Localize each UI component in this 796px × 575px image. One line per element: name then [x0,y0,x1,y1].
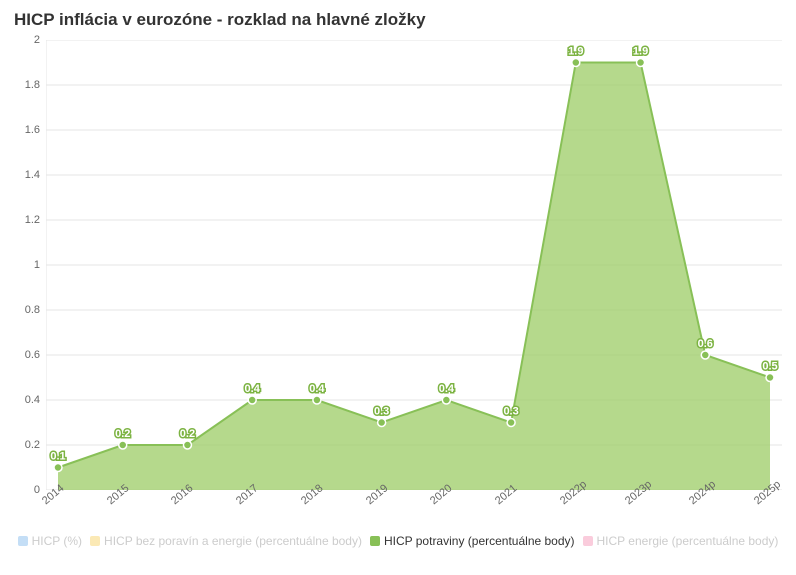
svg-text:0.3: 0.3 [503,406,518,418]
chart-title: HICP inflácia v eurozóne - rozklad na hl… [0,0,796,30]
y-tick-label: 0.6 [10,349,40,361]
legend-swatch [583,536,593,546]
legend-swatch [90,536,100,546]
y-tick-label: 1.8 [10,79,40,91]
x-axis-labels: 201420152016201720182019202020212022p202… [46,492,782,522]
svg-text:0.3: 0.3 [374,406,389,418]
y-tick-label: 0.2 [10,439,40,451]
legend-label: HICP (%) [32,534,82,548]
chart-legend: HICP (%) HICP bez poravín a energie (perc… [0,532,796,550]
chart-container: HICP inflácia v eurozóne - rozklad na hl… [0,0,796,575]
svg-text:0.4: 0.4 [309,383,325,395]
svg-text:0.4: 0.4 [439,383,455,395]
svg-text:0.4: 0.4 [245,383,261,395]
legend-item[interactable]: HICP potraviny (percentuálne body) [370,532,575,550]
legend-item[interactable]: HICP (%) [18,532,82,550]
svg-text:0.6: 0.6 [698,338,713,350]
svg-text:0.1: 0.1 [50,451,65,463]
legend-item[interactable]: HICP energie (percentuálne body) [583,532,779,550]
legend-item[interactable]: HICP bez poravín a energie (percentuálne… [90,532,362,550]
svg-text:0.2: 0.2 [115,428,130,440]
y-tick-label: 0.8 [10,304,40,316]
svg-text:1.9: 1.9 [568,46,583,58]
y-tick-label: 1.6 [10,124,40,136]
legend-swatch [18,536,28,546]
y-tick-label: 0.4 [10,394,40,406]
svg-text:0.5: 0.5 [762,361,777,373]
y-tick-label: 0 [10,484,40,496]
x-tick-label: 2014 [40,482,66,507]
y-tick-label: 2 [10,34,40,46]
legend-label: HICP energie (percentuálne body) [597,534,779,548]
svg-text:0.2: 0.2 [180,428,195,440]
svg-text:1.9: 1.9 [633,46,648,58]
legend-swatch [370,536,380,546]
y-tick-label: 1 [10,259,40,271]
y-tick-label: 1.2 [10,214,40,226]
area-chart-svg: 0.1 0.2 0.2 0.4 0.4 0.3 0.4 0.3 1.9 1.9 0.6 0.5 [46,40,782,490]
legend-label: HICP bez poravín a energie (percentuálne… [104,534,362,548]
y-tick-label: 1.4 [10,169,40,181]
legend-label: HICP potraviny (percentuálne body) [384,534,575,548]
plot-area: 0.1 0.2 0.2 0.4 0.4 0.3 0.4 0.3 1.9 1.9 0.6 0.5 [46,40,782,490]
